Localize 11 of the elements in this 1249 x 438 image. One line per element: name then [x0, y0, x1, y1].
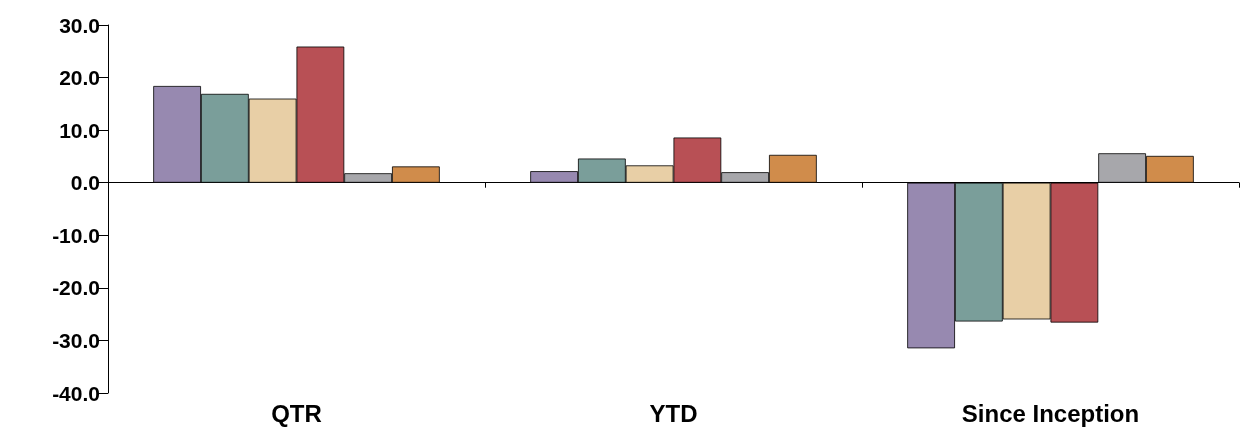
x-tick-label: QTR [271, 399, 322, 427]
y-tick-label: -20.0 [52, 276, 100, 300]
y-tick-label: -10.0 [52, 223, 100, 247]
y-tick-label: -30.0 [52, 328, 100, 352]
x-tick-label: Since Inception [961, 399, 1140, 427]
y-tick-label: 0.0 [70, 171, 100, 195]
y-tick-label: -40.0 [52, 381, 100, 405]
y-tick-label: 30.0 [59, 13, 100, 37]
y-tick-label: 10.0 [59, 118, 100, 142]
x-tick-label: YTD [649, 399, 698, 427]
y-tick-label: 20.0 [59, 66, 100, 90]
